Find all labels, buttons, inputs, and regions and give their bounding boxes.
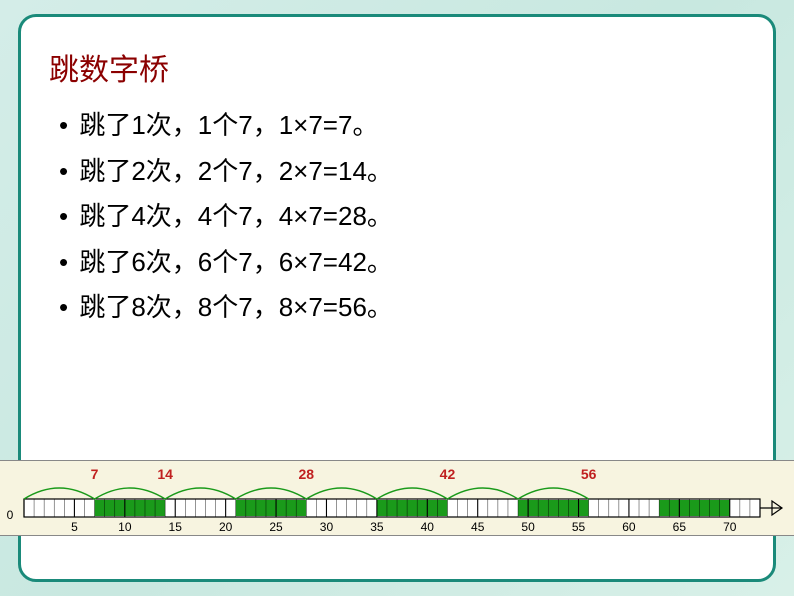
svg-text:7: 7: [91, 466, 99, 482]
svg-text:40: 40: [421, 520, 435, 534]
svg-text:70: 70: [723, 520, 737, 534]
list-item: 跳了6次，6个7，6×7=42。: [59, 242, 393, 284]
svg-text:35: 35: [370, 520, 384, 534]
svg-text:0: 0: [7, 508, 14, 522]
svg-text:55: 55: [572, 520, 586, 534]
content-list: 跳了1次，1个7，1×7=7。 跳了2次，2个7，2×7=14。 跳了4次，4个…: [59, 105, 393, 333]
svg-text:10: 10: [118, 520, 132, 534]
list-item: 跳了8次，8个7，8×7=56。: [59, 287, 393, 329]
list-item: 跳了2次，2个7，2×7=14。: [59, 151, 393, 193]
svg-text:20: 20: [219, 520, 233, 534]
svg-text:56: 56: [581, 466, 597, 482]
numberline-svg: 0 5 10 15 20 25 30 35 40 45 50 55 60 65 70 7 14 28 42 56: [0, 461, 794, 537]
list-item: 跳了1次，1个7，1×7=7。: [59, 105, 393, 147]
svg-text:5: 5: [71, 520, 78, 534]
svg-text:65: 65: [673, 520, 687, 534]
svg-text:14: 14: [157, 466, 173, 482]
svg-text:42: 42: [440, 466, 456, 482]
svg-text:28: 28: [299, 466, 315, 482]
svg-text:50: 50: [521, 520, 535, 534]
numberline: 0 5 10 15 20 25 30 35 40 45 50 55 60 65 70 7 14 28 42 56: [0, 460, 794, 536]
list-item: 跳了4次，4个7，4×7=28。: [59, 196, 393, 238]
svg-text:60: 60: [622, 520, 636, 534]
slide-title: 跳数字桥: [49, 45, 169, 89]
svg-text:45: 45: [471, 520, 485, 534]
svg-text:30: 30: [320, 520, 334, 534]
svg-text:15: 15: [169, 520, 183, 534]
svg-text:25: 25: [269, 520, 283, 534]
